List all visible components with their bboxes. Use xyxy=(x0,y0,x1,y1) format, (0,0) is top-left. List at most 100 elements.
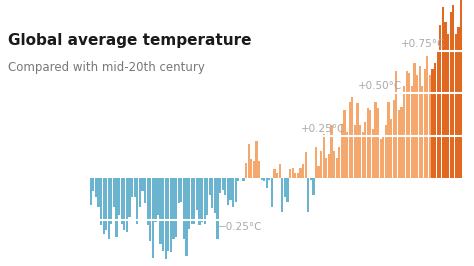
Bar xyxy=(452,5,455,178)
Bar xyxy=(318,166,319,178)
Bar xyxy=(211,178,213,208)
Bar xyxy=(372,129,374,178)
Bar xyxy=(369,110,372,178)
Bar xyxy=(196,178,198,210)
Bar xyxy=(460,0,462,178)
Bar xyxy=(421,86,423,178)
Bar xyxy=(118,178,120,215)
Bar xyxy=(170,178,172,252)
Bar xyxy=(131,178,133,197)
Bar xyxy=(232,178,234,207)
Bar xyxy=(307,178,310,212)
Bar xyxy=(136,178,138,224)
Bar xyxy=(437,51,439,178)
Text: +0.25°C: +0.25°C xyxy=(301,124,346,134)
Bar xyxy=(413,63,416,178)
Bar xyxy=(209,178,211,195)
Bar xyxy=(110,178,112,224)
Bar xyxy=(255,141,257,178)
Bar xyxy=(424,69,426,178)
Bar xyxy=(245,163,247,178)
Bar xyxy=(266,178,268,188)
Bar xyxy=(222,178,224,190)
Bar xyxy=(175,178,177,237)
Bar xyxy=(203,178,206,224)
Bar xyxy=(100,178,102,225)
Bar xyxy=(416,74,418,178)
Bar xyxy=(273,169,276,178)
Bar xyxy=(146,178,149,225)
Bar xyxy=(338,147,340,178)
Bar xyxy=(403,86,405,178)
Bar xyxy=(188,178,190,229)
Bar xyxy=(367,109,369,178)
Bar xyxy=(229,178,232,200)
Bar xyxy=(235,178,237,202)
Bar xyxy=(312,178,315,195)
Bar xyxy=(250,159,252,178)
Bar xyxy=(159,178,162,244)
Bar xyxy=(354,125,356,178)
Bar xyxy=(219,178,221,193)
Bar xyxy=(385,125,387,178)
Bar xyxy=(445,22,447,178)
Bar xyxy=(183,178,185,239)
Bar xyxy=(108,178,110,239)
Bar xyxy=(406,71,408,178)
Bar xyxy=(328,154,330,178)
Bar xyxy=(198,178,201,225)
Bar xyxy=(449,12,452,178)
Bar xyxy=(333,151,335,178)
Bar xyxy=(292,168,294,178)
Bar xyxy=(191,178,193,224)
Bar xyxy=(304,152,307,178)
Bar xyxy=(382,137,384,178)
Bar xyxy=(419,66,421,178)
Bar xyxy=(330,125,333,178)
Bar xyxy=(92,178,94,192)
Bar xyxy=(193,178,195,224)
Bar xyxy=(325,157,328,178)
Bar xyxy=(401,107,402,178)
Bar xyxy=(201,178,203,222)
Bar xyxy=(348,102,351,178)
Bar xyxy=(155,178,156,222)
Bar xyxy=(178,178,180,203)
Text: −0.25°C: −0.25°C xyxy=(218,222,263,232)
Bar xyxy=(128,178,131,217)
Bar xyxy=(289,169,291,178)
Bar xyxy=(380,139,382,178)
Bar xyxy=(377,109,379,178)
Bar xyxy=(263,178,265,181)
Bar xyxy=(173,178,174,239)
Text: Global average temperature: Global average temperature xyxy=(8,33,251,48)
Bar xyxy=(123,178,126,230)
Bar xyxy=(227,178,229,205)
Bar xyxy=(286,178,289,202)
Bar xyxy=(149,178,151,240)
Bar xyxy=(224,178,227,195)
Text: +0.75°C: +0.75°C xyxy=(401,39,445,49)
Bar xyxy=(141,178,144,192)
Bar xyxy=(336,157,338,178)
Bar xyxy=(408,73,410,178)
Bar xyxy=(134,178,136,197)
Text: Compared with mid-20th century: Compared with mid-20th century xyxy=(8,61,205,74)
Bar xyxy=(390,119,392,178)
Bar xyxy=(180,178,182,202)
Bar xyxy=(157,178,159,215)
Bar xyxy=(320,151,322,178)
Bar xyxy=(113,178,115,207)
Bar xyxy=(429,74,431,178)
Bar xyxy=(343,110,346,178)
Bar xyxy=(346,132,348,178)
Bar xyxy=(247,144,250,178)
Bar xyxy=(431,69,434,178)
Bar xyxy=(105,178,107,230)
Bar xyxy=(162,178,164,251)
Bar xyxy=(217,178,219,239)
Bar xyxy=(185,178,188,256)
Bar xyxy=(359,125,361,178)
Bar xyxy=(167,178,170,251)
Bar xyxy=(455,34,457,178)
